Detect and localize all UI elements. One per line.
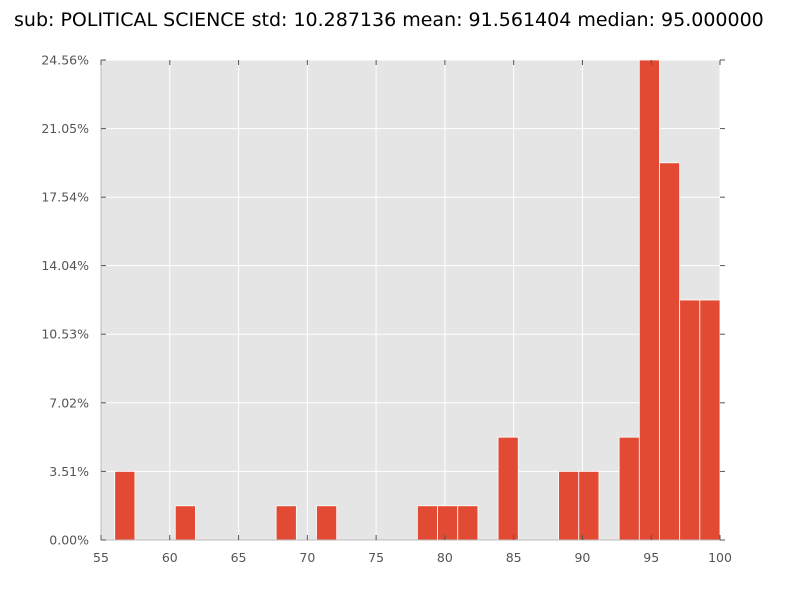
histogram-bar [316,505,338,541]
histogram-bar [174,505,196,541]
y-tick-label: 10.53% [41,327,89,342]
chart-title: sub: POLITICAL SCIENCE std: 10.287136 me… [14,9,764,31]
histogram-bar [114,471,136,541]
x-tick-label: 100 [708,550,732,565]
y-axis: 0.00% 3.51% 7.02% 10.53% 14.04% 17.54% 21.05% 2… [41,53,725,548]
histogram-bar [618,436,640,541]
x-tick-label: 70 [299,550,315,565]
y-tick-label: 0.00% [49,533,89,548]
x-tick-label: 95 [643,550,659,565]
histogram-bar [659,162,681,541]
histogram-bar [679,299,701,541]
histogram-bar [578,471,600,541]
x-tick-label: 85 [506,550,522,565]
histogram-bar [558,471,580,541]
bars [114,59,721,541]
y-tick-label: 14.04% [41,258,89,273]
histogram-bar [437,505,459,541]
x-tick-label: 55 [93,550,109,565]
histogram-bar [497,436,519,541]
histogram-bar [699,299,721,541]
y-tick-label: 7.02% [49,395,89,410]
x-tick-label: 90 [574,550,590,565]
y-tick-label: 17.54% [41,190,89,205]
x-tick-label: 65 [231,550,247,565]
x-tick-label: 80 [437,550,453,565]
y-tick-label: 24.56% [41,53,89,68]
y-tick-label: 3.51% [49,464,89,479]
x-tick-label: 60 [162,550,178,565]
y-tick-label: 21.05% [41,121,89,136]
x-tick-label: 75 [368,550,384,565]
plot-area [101,60,720,540]
x-axis: 55 60 65 70 75 80 85 90 95 100 [93,60,732,565]
histogram-bar [275,505,297,541]
histogram-bar [416,505,438,541]
plot-frame [100,60,720,541]
histogram-bar [638,59,660,541]
histogram-bar [457,505,479,541]
